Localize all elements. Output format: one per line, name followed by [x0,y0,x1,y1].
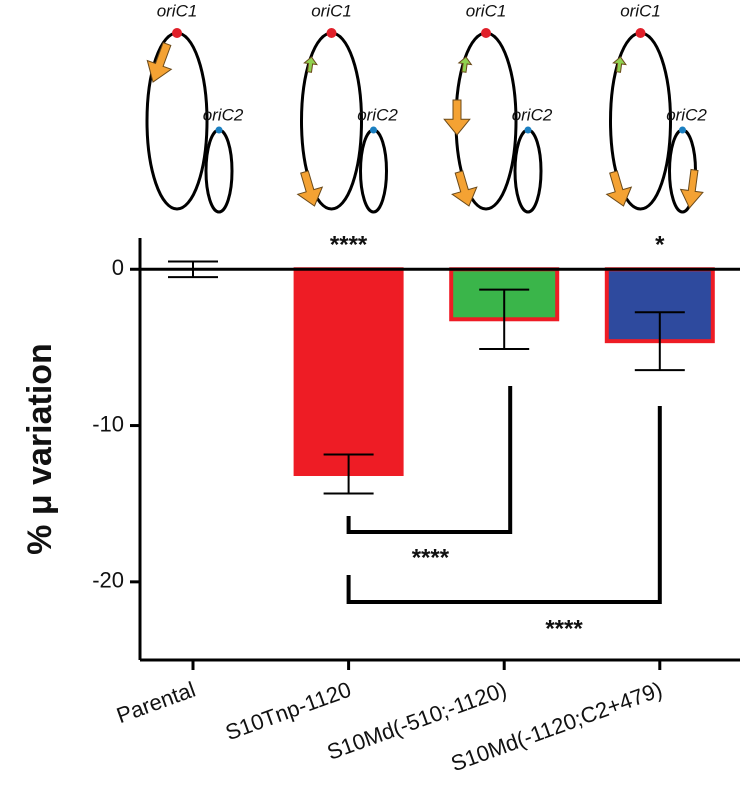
origin-1 [481,28,491,38]
arrow [679,168,704,209]
arrow [303,56,318,73]
error-bar [479,288,530,350]
x-tick-label: Parental [113,677,199,729]
origin-2-label: oriC2 [666,105,707,124]
arrow [457,56,473,73]
comparison-bracket [346,386,513,534]
origin-2-label: oriC2 [203,105,244,124]
arrow [612,56,627,73]
origin-1-label: oriC1 [466,1,507,20]
x-tick-label: S10Tnp-1120 [222,677,354,746]
arrow [146,41,173,83]
y-axis-label: % μ variation [21,343,59,555]
arrow [443,99,471,136]
origin-2 [679,126,686,134]
chromosome-1 [145,31,209,211]
origin-1-label: oriC1 [157,1,198,20]
origin-2-label: oriC2 [357,105,398,124]
arrow [605,170,633,207]
comparison-label: **** [545,615,583,642]
origin-1 [635,28,646,38]
comparison-bracket [346,406,662,604]
y-tick-label: -10 [92,411,124,436]
error-bar [323,453,374,495]
origin-2 [370,126,377,134]
chromosome-2 [359,128,388,214]
bar [293,267,404,477]
origin-2 [215,126,223,134]
comparison-label: **** [412,544,450,571]
origin-2-label: oriC2 [512,105,553,124]
origin-1 [172,28,182,38]
error-bar [634,311,685,372]
arrow [451,170,478,207]
origin-2 [524,126,532,134]
y-tick-label: 0 [112,255,124,280]
significance-label: * [655,231,665,258]
chromosome-2 [204,128,234,214]
origin-1 [326,28,337,38]
y-tick-label: -20 [92,568,124,593]
arrow [296,170,324,207]
origin-1-label: oriC1 [620,1,661,20]
significance-label: **** [330,231,368,258]
origin-1-label: oriC1 [311,1,352,20]
chromosome-2 [513,128,543,214]
